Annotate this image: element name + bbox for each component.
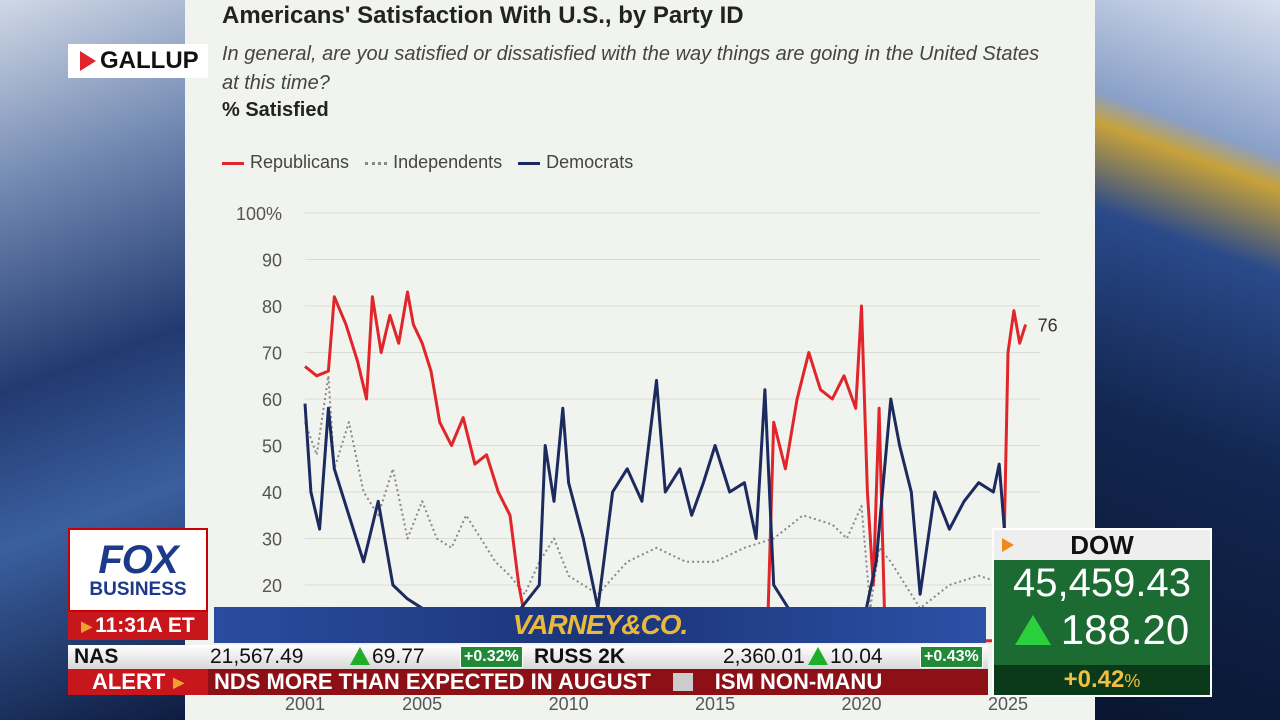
play-icon <box>1002 538 1014 552</box>
end-data-label: 76 <box>1038 316 1058 336</box>
ticker-percent: +0.43% <box>920 646 983 668</box>
alert-text: NDS MORE THAN EXPECTED IN AUGUST <box>214 669 651 694</box>
y-axis-label: % Satisfied <box>222 99 329 121</box>
y-tick-label: 80 <box>262 297 282 317</box>
y-tick-label: 20 <box>262 576 282 596</box>
fox-separator-icon <box>672 673 693 691</box>
y-tick-label: 30 <box>262 530 282 550</box>
alert-crawl: ALERT ▶ NDS MORE THAN EXPECTED IN AUGUST I… <box>68 669 988 695</box>
stock-ticker: NAS 21,567.49 69.77 +0.32% RUSS 2K 2,360… <box>68 645 988 669</box>
y-tick-label: 100% <box>236 204 282 224</box>
gallup-logo: GALLUP <box>68 44 208 78</box>
show-title: VARNEY&CO. <box>214 607 986 643</box>
up-arrow-icon <box>808 647 828 665</box>
ticker-symbol: NAS <box>74 645 119 668</box>
ticker-symbol: RUSS 2K <box>534 645 626 668</box>
ticker-percent: +0.32% <box>460 646 523 668</box>
legend-independents: Independents <box>365 152 502 173</box>
dow-change: 188.20 <box>1060 606 1190 653</box>
x-tick-label: 2020 <box>842 694 882 714</box>
fox-business-logo: FOX BUSINESS <box>68 528 208 612</box>
dow-percent: +0.42 <box>1063 666 1125 693</box>
dow-label: DOW <box>1070 529 1134 560</box>
play-icon <box>80 51 96 71</box>
x-tick-label: 2015 <box>695 694 735 714</box>
chart-title: Americans' Satisfaction With U.S., by Pa… <box>222 2 744 29</box>
x-tick-label: 2005 <box>402 694 442 714</box>
legend-republicans: Republicans <box>222 152 349 173</box>
legend-democrats: Democrats <box>518 152 633 173</box>
legend: Republicans Independents Democrats <box>222 152 633 173</box>
ticker-value: 21,567.49 <box>210 645 304 668</box>
ticker-change: 69.77 <box>372 645 425 668</box>
y-tick-label: 40 <box>262 483 282 503</box>
dow-box: DOW 45,459.43 188.20 +0.42% <box>992 528 1212 697</box>
y-tick-label: 90 <box>262 251 282 271</box>
up-arrow-icon <box>350 647 370 665</box>
arrow-icon: ▶ <box>173 673 185 690</box>
clock: ▶ 11:31A ET <box>68 612 208 640</box>
ticker-change: 10.04 <box>830 645 883 668</box>
y-tick-label: 70 <box>262 344 282 364</box>
chart-subtitle: In general, are you satisfied or dissati… <box>222 43 1040 94</box>
ticker-value: 2,360.01 <box>723 645 805 668</box>
x-tick-label: 2025 <box>988 694 1028 714</box>
alert-label: ALERT ▶ <box>68 669 208 695</box>
series-line-republicans <box>304 290 1028 643</box>
chart-panel <box>185 0 1095 720</box>
line-chart: 100% 90 80 70 60 50 40 30 20 2001 2005 2010 2015 2020… <box>236 204 1058 714</box>
x-tick-label: 2010 <box>549 694 589 714</box>
y-tick-label: 60 <box>262 390 282 410</box>
alert-text-next: ISM NON-MANU <box>714 669 883 694</box>
dow-value: 45,459.43 <box>1013 561 1191 605</box>
series-line-democrats <box>303 378 1013 633</box>
y-tick-label: 50 <box>262 437 282 457</box>
x-tick-label: 2001 <box>285 694 325 714</box>
up-arrow-icon <box>1014 615 1051 645</box>
